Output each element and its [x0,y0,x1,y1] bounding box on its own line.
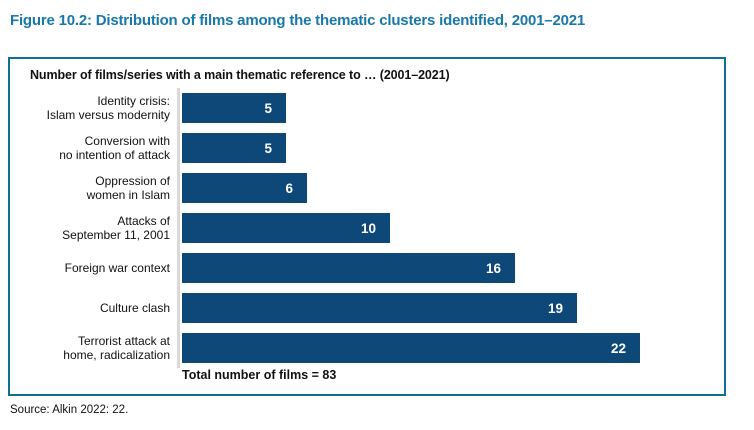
category-label: Conversion with no intention of attack [59,133,170,162]
bar-row: Identity crisis: Islam versus modernity … [20,88,718,128]
bar-row: Attacks of September 11, 2001 10 [20,208,718,248]
category-label: Culture clash [99,300,170,315]
category-label: Terrorist attack at home, radicalization [63,333,170,362]
bar-value-label: 22 [610,340,626,356]
chart-box: Number of films/series with a main thema… [8,57,726,396]
bar: 22 [182,333,640,363]
category-label: Identity crisis: Islam versus modernity [46,93,170,122]
source-line: Source: Alkin 2022: 22. [10,404,129,416]
bar-row: Terrorist attack at home, radicalization… [20,328,718,368]
bar-value-label: 19 [547,300,563,316]
total-annotation: Total number of films = 83 [182,368,337,382]
bar-value-label: 16 [485,260,501,276]
category-label: Foreign war context [64,260,170,275]
category-label: Oppression of women in Islam [86,173,170,202]
bar: 19 [182,293,577,323]
figure-title: Figure 10.2: Distribution of films among… [10,12,586,29]
y-axis-line [177,88,180,368]
chart-subtitle: Number of films/series with a main thema… [30,68,450,82]
bar-row: Foreign war context 16 [20,248,718,288]
bar-value-label: 10 [360,220,376,236]
bar: 5 [182,133,286,163]
bar: 5 [182,93,286,123]
bar-value-label: 5 [264,140,272,156]
bar-row: Culture clash 19 [20,288,718,328]
category-label: Attacks of September 11, 2001 [62,213,170,242]
bar: 16 [182,253,515,283]
bar-row: Oppression of women in Islam 6 [20,168,718,208]
bar-value-label: 5 [264,100,272,116]
bar-value-label: 6 [285,180,293,196]
bar: 10 [182,213,390,243]
bar-row: Conversion with no intention of attack 5 [20,128,718,168]
bar-chart: Identity crisis: Islam versus modernity … [20,88,718,368]
bar: 6 [182,173,307,203]
